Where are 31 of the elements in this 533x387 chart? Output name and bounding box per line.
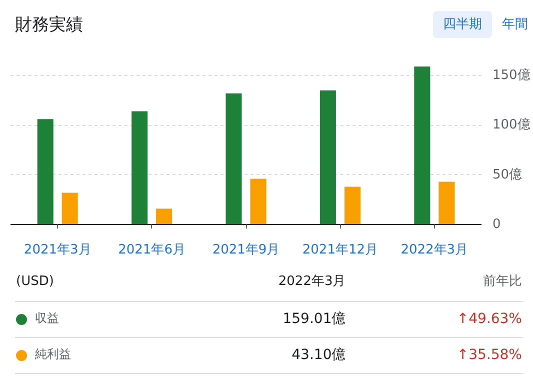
bar xyxy=(132,111,148,224)
bar xyxy=(250,178,266,224)
x-tick-label: 2021年12月 xyxy=(302,242,378,258)
text: 年間 xyxy=(501,16,529,34)
text: ↑35.58% xyxy=(456,346,523,365)
legend-label: 収益 xyxy=(34,310,60,328)
text: 159.01億 xyxy=(282,310,347,329)
bar xyxy=(320,90,336,224)
bar xyxy=(344,186,360,224)
x-tick-label: 2021年3月 xyxy=(24,242,92,258)
legend-label: 純利益 xyxy=(34,346,72,364)
bar xyxy=(414,66,430,224)
x-tick-label: 2021年9月 xyxy=(212,242,280,258)
y-tick-label: 100億 xyxy=(492,118,530,133)
bar xyxy=(62,192,78,224)
bar xyxy=(226,93,242,224)
y-tick-label: 50億 xyxy=(492,167,522,182)
x-tick-label: 2021年6月 xyxy=(118,242,186,258)
text: ↑49.63% xyxy=(456,310,523,329)
bar xyxy=(156,208,172,224)
y-tick-label: 0 xyxy=(492,217,501,232)
bar xyxy=(438,182,455,224)
y-tick-label: 150億 xyxy=(492,68,530,83)
text: (USD) xyxy=(15,273,55,292)
x-tick-label: 2022年3月 xyxy=(400,242,468,258)
text: 四半期 xyxy=(433,10,492,38)
chart-title: 財務実績 xyxy=(15,14,83,37)
text: 43.10億 xyxy=(290,346,347,365)
bar xyxy=(37,119,54,224)
text: 前年比 xyxy=(482,273,523,292)
text: 2022年3月 xyxy=(277,273,347,292)
